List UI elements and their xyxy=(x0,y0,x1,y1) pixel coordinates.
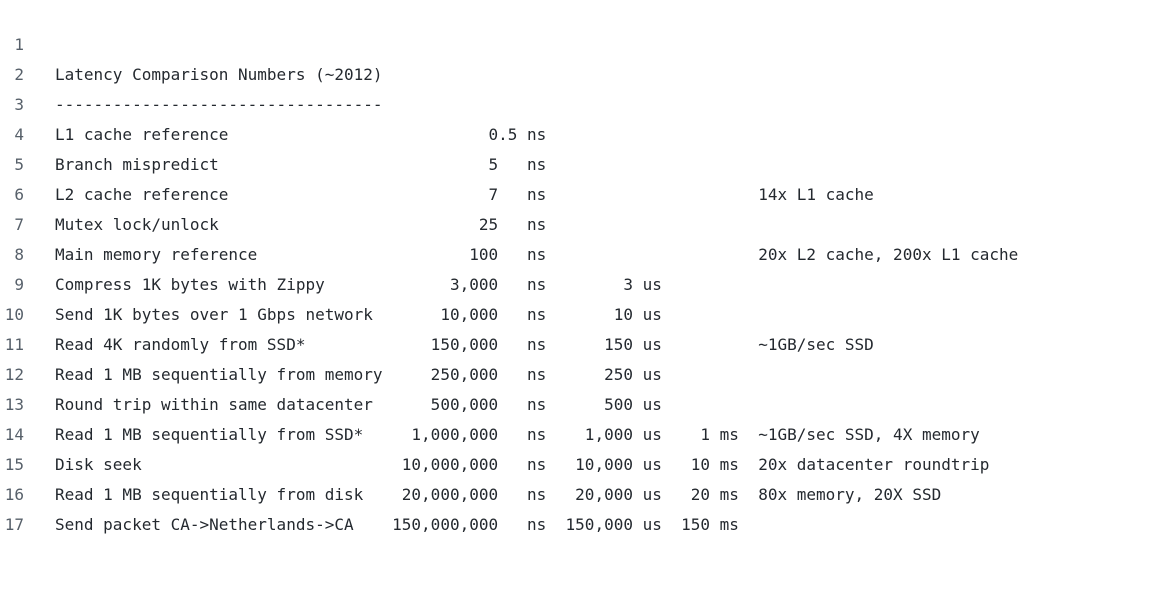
line-number[interactable]: 12 xyxy=(4,365,24,384)
code-line-6: 6 Mutex lock/unlock 25 ns xyxy=(0,150,1173,234)
code-line-8: 8 Compress 1K bytes with Zippy 3,000 ns … xyxy=(0,210,1173,294)
line-text: Send 1K bytes over 1 Gbps network 10,000… xyxy=(55,305,662,324)
line-text: ---------------------------------- xyxy=(55,95,383,114)
code-line-11: 11 Read 1 MB sequentially from memory 25… xyxy=(0,300,1173,384)
line-text: Read 1 MB sequentially from disk 20,000,… xyxy=(55,485,942,504)
line-text: Compress 1K bytes with Zippy 3,000 ns 3 … xyxy=(55,275,662,294)
line-number[interactable]: 6 xyxy=(14,185,24,204)
code-line-3: 3 L1 cache reference 0.5 ns xyxy=(0,60,1173,144)
line-number[interactable]: 11 xyxy=(4,335,24,354)
line-text: Disk seek 10,000,000 ns 10,000 us 10 ms … xyxy=(55,455,990,474)
code-line-14: 14 Disk seek 10,000,000 ns 10,000 us 10 … xyxy=(0,390,1173,474)
line-number[interactable]: 13 xyxy=(4,395,24,414)
line-number[interactable]: 14 xyxy=(4,425,24,444)
code-line-15: 15 Read 1 MB sequentially from disk 20,0… xyxy=(0,420,1173,504)
code-line-7: 7 Main memory reference 100 ns 20x L2 ca… xyxy=(0,180,1173,264)
line-number[interactable]: 15 xyxy=(4,455,24,474)
code-line-4: 4 Branch mispredict 5 ns xyxy=(0,90,1173,174)
code-line-17: 17 xyxy=(0,480,1173,534)
code-line-12: 12 Round trip within same datacenter 500… xyxy=(0,330,1173,414)
line-text: Read 1 MB sequentially from SSD* 1,000,0… xyxy=(55,425,980,444)
line-text: L2 cache reference 7 ns 14x L1 cache xyxy=(55,185,874,204)
line-number[interactable]: 2 xyxy=(14,65,24,84)
line-text: L1 cache reference 0.5 ns xyxy=(55,125,547,144)
line-text: Mutex lock/unlock 25 ns xyxy=(55,215,547,234)
line-number[interactable]: 9 xyxy=(14,275,24,294)
line-text: Send packet CA->Netherlands->CA 150,000,… xyxy=(55,515,739,534)
line-text: Read 1 MB sequentially from memory 250,0… xyxy=(55,365,662,384)
code-line-1: 1 Latency Comparison Numbers (~2012) xyxy=(0,0,1173,84)
line-number[interactable]: 17 xyxy=(4,515,24,534)
code-line-5: 5 L2 cache reference 7 ns 14x L1 cache xyxy=(0,120,1173,204)
code-view: 1 Latency Comparison Numbers (~2012) 2 -… xyxy=(0,0,1173,534)
line-text: Branch mispredict 5 ns xyxy=(55,155,547,174)
code-line-16: 16 Send packet CA->Netherlands->CA 150,0… xyxy=(0,450,1173,534)
line-number[interactable]: 3 xyxy=(14,95,24,114)
code-line-10: 10 Read 4K randomly from SSD* 150,000 ns… xyxy=(0,270,1173,354)
line-number[interactable]: 5 xyxy=(14,155,24,174)
line-text: Read 4K randomly from SSD* 150,000 ns 15… xyxy=(55,335,874,354)
line-number[interactable]: 10 xyxy=(4,305,24,324)
line-number[interactable]: 1 xyxy=(14,35,24,54)
line-text: Main memory reference 100 ns 20x L2 cach… xyxy=(55,245,1019,264)
code-line-13: 13 Read 1 MB sequentially from SSD* 1,00… xyxy=(0,360,1173,444)
line-number[interactable]: 16 xyxy=(4,485,24,504)
line-number[interactable]: 7 xyxy=(14,215,24,234)
line-number[interactable]: 4 xyxy=(14,125,24,144)
code-line-2: 2 ---------------------------------- xyxy=(0,30,1173,114)
code-line-9: 9 Send 1K bytes over 1 Gbps network 10,0… xyxy=(0,240,1173,324)
line-text: Round trip within same datacenter 500,00… xyxy=(55,395,662,414)
line-number[interactable]: 8 xyxy=(14,245,24,264)
line-text: Latency Comparison Numbers (~2012) xyxy=(55,65,383,84)
